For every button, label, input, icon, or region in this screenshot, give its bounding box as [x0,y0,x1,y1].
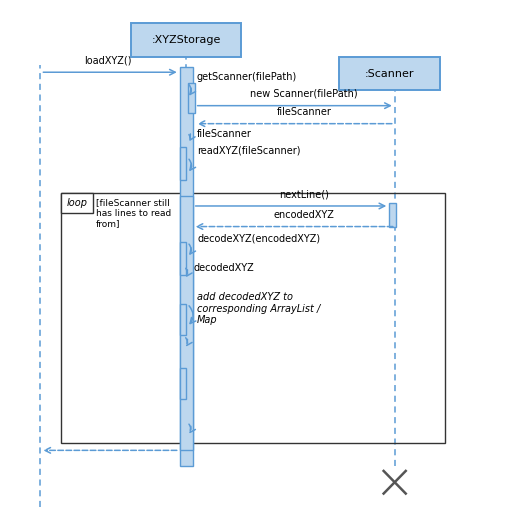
Text: [fileScanner still
has lines to read
from]: [fileScanner still has lines to read fro… [96,198,171,228]
Text: nextLine(): nextLine() [279,189,329,199]
Bar [180,368,186,399]
Text: :XYZStorage: :XYZStorage [151,35,221,45]
Bar [60,193,93,213]
Text: loadXYZ(): loadXYZ() [84,56,132,66]
Bar [131,23,241,57]
Text: new Scanner(filePath): new Scanner(filePath) [250,89,358,99]
Text: decodedXYZ: decodedXYZ [194,263,255,272]
Text: readXYZ(fileScanner): readXYZ(fileScanner) [197,146,301,156]
Text: decodeXYZ(encodedXYZ): decodeXYZ(encodedXYZ) [197,233,321,243]
Bar [180,242,186,276]
Bar [188,83,195,113]
Bar [180,196,193,450]
Bar [180,67,193,466]
Text: encodedXYZ: encodedXYZ [274,210,335,220]
Bar [180,304,186,334]
Text: add decodedXYZ to
corresponding ArrayList /
Map: add decodedXYZ to corresponding ArrayLis… [197,292,321,326]
Bar [60,193,445,443]
Text: fileScanner: fileScanner [277,107,332,117]
Text: fileScanner: fileScanner [197,129,252,139]
Bar [339,57,440,90]
Text: getScanner(filePath): getScanner(filePath) [196,72,297,82]
Bar [389,203,396,227]
Text: :Scanner: :Scanner [365,69,415,79]
Text: loop: loop [67,198,87,208]
Bar [180,147,186,180]
